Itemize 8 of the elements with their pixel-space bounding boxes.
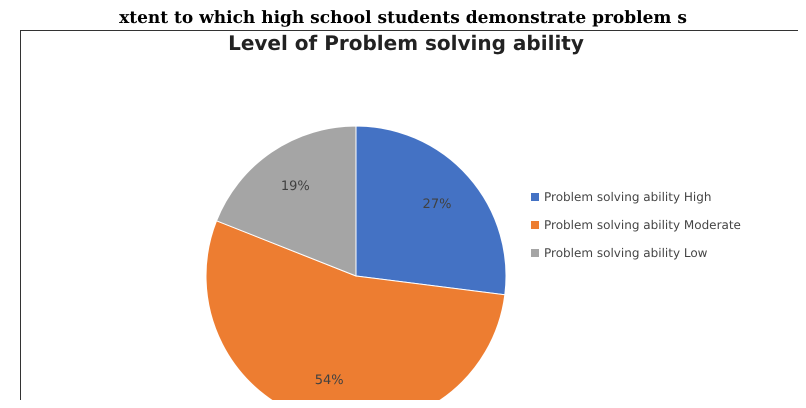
data-label: 19% [280, 179, 310, 194]
legend-label: Problem solving ability Low [544, 245, 708, 261]
legend-label: Problem solving ability Moderate [544, 217, 741, 233]
data-label: 27% [422, 197, 452, 212]
legend-label: Problem solving ability High [544, 189, 712, 205]
chart-title: Level of Problem solving ability [227, 31, 585, 55]
data-label: 54% [314, 373, 344, 388]
text: xtent to which high school students demonstrate problem s [118, 8, 688, 28]
